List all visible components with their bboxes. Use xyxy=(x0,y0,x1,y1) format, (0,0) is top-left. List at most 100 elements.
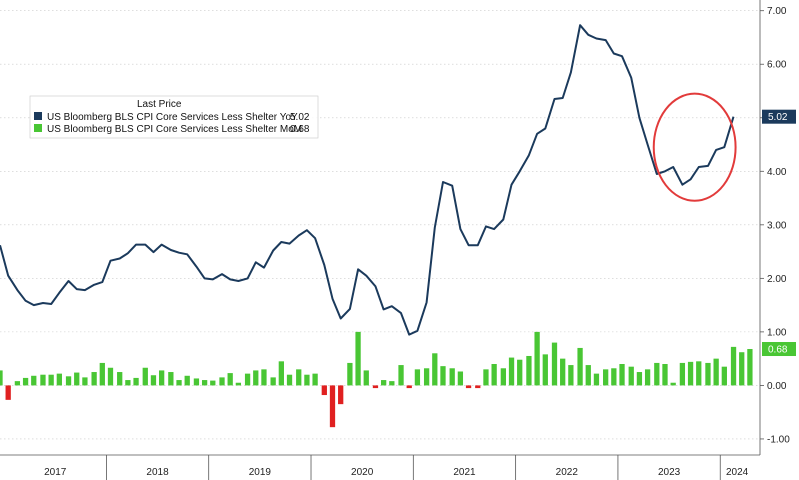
legend-box xyxy=(29,95,319,139)
mom-bar xyxy=(526,355,532,386)
mom-bar xyxy=(406,385,412,389)
yoy-line xyxy=(0,24,735,336)
legend-swatch-mom xyxy=(34,124,42,132)
x-tick-label: 2019 xyxy=(249,467,272,478)
mom-bar xyxy=(534,331,540,386)
legend-swatch-yoy xyxy=(34,112,42,120)
mom-bar xyxy=(0,370,3,386)
mom-bar xyxy=(475,385,481,389)
x-tick-label: 2017 xyxy=(44,467,67,478)
y-tick-label: 2.00 xyxy=(767,274,787,285)
mom-bar xyxy=(304,374,310,386)
mom-bar xyxy=(551,342,558,386)
y-tick-label: 0.00 xyxy=(767,381,787,392)
mom-bar xyxy=(423,368,430,386)
mom-bar xyxy=(483,369,489,386)
mom-bar xyxy=(235,382,242,386)
highlight-ellipse xyxy=(652,92,737,202)
mom-bar xyxy=(381,380,387,386)
mom-bar xyxy=(91,372,97,386)
mom-bar xyxy=(142,367,148,386)
mom-bar xyxy=(363,370,369,386)
last-value-badge-text: 5.02 xyxy=(768,112,788,123)
mom-bar xyxy=(133,377,139,386)
mom-bar xyxy=(500,368,506,386)
x-tick-label: 2018 xyxy=(146,467,169,478)
mom-bar xyxy=(593,373,600,386)
mom-bar xyxy=(432,353,438,386)
mom-bar xyxy=(296,369,302,386)
mom-bar xyxy=(65,376,72,386)
mom-bar xyxy=(14,381,21,386)
mom-bar xyxy=(696,361,702,386)
x-tick-label: 2023 xyxy=(658,467,681,478)
mom-bar xyxy=(636,372,643,386)
mom-bar xyxy=(99,362,105,386)
mom-bar xyxy=(721,366,727,386)
y-axis: 7.006.005.004.003.002.001.000.00-1.00 xyxy=(759,0,790,455)
mom-bar xyxy=(125,380,131,386)
mom-bar xyxy=(568,365,574,386)
mom-bar xyxy=(687,361,694,386)
yoy-line-path xyxy=(0,24,735,336)
mom-bar xyxy=(219,377,225,386)
mom-bar xyxy=(508,357,515,386)
mom-bar xyxy=(577,347,583,386)
mom-bar xyxy=(56,373,62,386)
mom-bar xyxy=(107,367,114,386)
mom-bar xyxy=(168,372,174,386)
mom-bar xyxy=(117,372,123,386)
mom-bar xyxy=(585,365,591,386)
mom-bar xyxy=(253,370,259,386)
mom-bar xyxy=(465,385,472,389)
mom-bar xyxy=(22,377,29,386)
mom-bar xyxy=(227,373,233,386)
mom-bar xyxy=(414,369,421,386)
last-value-badge xyxy=(762,109,796,124)
mom-bar xyxy=(329,385,336,428)
mom-bar xyxy=(355,331,361,386)
mom-bar xyxy=(679,362,686,386)
mom-bar xyxy=(440,366,446,386)
last-value-badge xyxy=(762,342,796,357)
highlight-circle xyxy=(652,92,737,202)
x-tick-label: 2022 xyxy=(556,467,579,478)
y-tick-label: -1.00 xyxy=(767,434,790,445)
x-axis-separators xyxy=(105,455,721,480)
mom-bar xyxy=(150,375,157,386)
mom-bar xyxy=(82,377,88,386)
mom-bar xyxy=(654,362,660,386)
mom-bar xyxy=(210,380,216,386)
mom-bars xyxy=(0,331,753,428)
x-tick-label: 2024 xyxy=(726,467,749,478)
legend-label-mom: US Bloomberg BLS CPI Core Services Less … xyxy=(47,124,302,135)
mom-bar xyxy=(389,381,395,386)
mom-bar xyxy=(5,385,11,400)
mom-bar xyxy=(457,371,464,386)
mom-bar xyxy=(347,362,353,386)
mom-bar xyxy=(321,385,327,396)
mom-bar xyxy=(31,375,37,386)
mom-bar xyxy=(193,378,200,386)
mom-bar xyxy=(159,370,165,386)
legend-header: Last Price xyxy=(137,99,182,110)
legend-label-yoy: US Bloomberg BLS CPI Core Services Less … xyxy=(47,112,298,123)
x-tick-label: 2020 xyxy=(351,467,374,478)
last-value-badge-text: 0.68 xyxy=(768,345,788,356)
y-tick-label: 1.00 xyxy=(767,327,787,338)
mom-bar xyxy=(644,369,651,386)
mom-bar xyxy=(372,385,379,389)
mom-bar xyxy=(603,369,609,386)
mom-bar xyxy=(184,375,190,386)
mom-bar xyxy=(449,368,455,386)
mom-bar xyxy=(261,369,267,386)
x-axis: 2017 2018 2019 2020 2021 2022 2023 2024 xyxy=(0,454,760,478)
mom-bar xyxy=(201,380,208,386)
mom-bar xyxy=(176,380,182,386)
mom-bar xyxy=(713,358,719,386)
mom-bar xyxy=(270,377,276,386)
mom-bar xyxy=(662,364,668,386)
mom-bar xyxy=(491,364,497,386)
mom-bar xyxy=(670,382,676,386)
